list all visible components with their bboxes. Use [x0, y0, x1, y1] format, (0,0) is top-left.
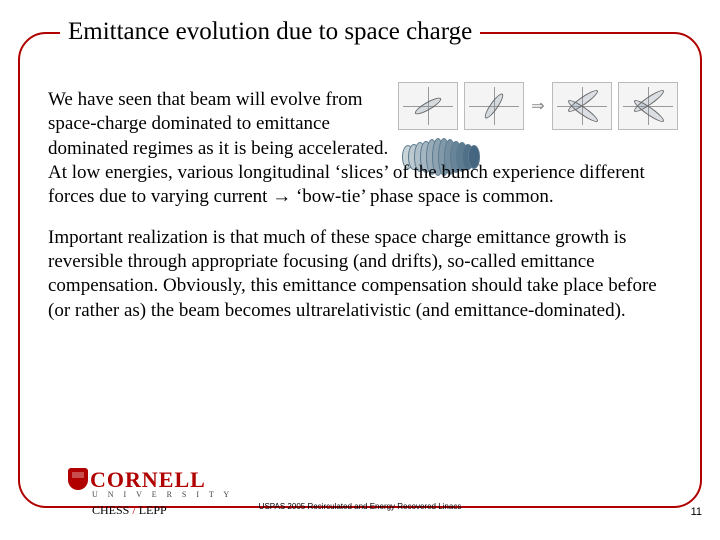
university-label: U N I V E R S I T Y [92, 490, 233, 499]
paragraph-2: Important realization is that much of th… [48, 226, 682, 323]
cornell-logo: CORNELL [68, 468, 233, 491]
content-area: We have seen that beam will evolve from … [48, 88, 682, 339]
lepp-text: LEPP [139, 503, 167, 517]
paragraph-1-narrow: We have seen that beam will evolve from … [48, 88, 408, 161]
footer-logo-block: CORNELL U N I V E R S I T Y CHESS / LEPP [68, 468, 233, 518]
cornell-text: CORNELL [90, 467, 206, 492]
chess-text: CHESS [92, 503, 129, 517]
dept-sep: / [129, 503, 138, 517]
page-number: 11 [691, 506, 702, 518]
paragraph-1-cont: At low energies, various longitudinal ‘s… [48, 161, 682, 210]
dept-label: CHESS / LEPP [92, 503, 233, 518]
title-container: Emittance evolution due to space charge [60, 18, 480, 46]
slide-title: Emittance evolution due to space charge [68, 18, 472, 46]
footer-text: USPAS 2005 Recirculated and Energy Recov… [259, 502, 462, 511]
shield-icon [68, 468, 88, 490]
